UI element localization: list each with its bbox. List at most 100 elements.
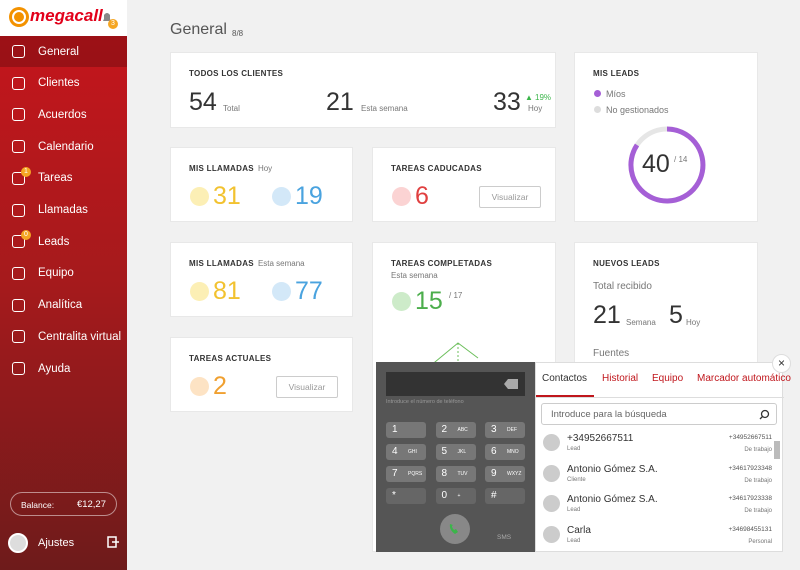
menu-item[interactable]: Calendario <box>0 131 127 162</box>
menu-item[interactable]: Analítica <box>0 290 127 321</box>
menu-icon <box>12 235 25 249</box>
dial-key[interactable]: # <box>485 488 525 504</box>
contact-phone-kind: De trabajo <box>744 447 772 453</box>
dial-key[interactable]: 6 MNO <box>485 444 525 460</box>
menu-label: General <box>38 45 79 58</box>
dial-key[interactable]: 7 PQRS <box>386 466 426 482</box>
close-button[interactable]: × <box>772 354 791 373</box>
dial-key[interactable]: * <box>386 488 426 504</box>
call-icon <box>449 524 458 534</box>
dial-key[interactable]: 3 DEF <box>485 422 525 438</box>
dial-key[interactable]: 9 WXYZ <box>485 466 525 482</box>
contact-row[interactable]: Antonio Gómez S.A. Lead +34617923338 De tra… <box>536 491 776 521</box>
total-label: Total <box>223 104 240 113</box>
card-period: Esta semana <box>391 271 438 280</box>
search-placeholder: Introduce para la búsqueda <box>551 409 667 420</box>
dial-key[interactable]: 0 + <box>435 488 476 504</box>
tab[interactable]: Historial <box>602 373 639 384</box>
menu-item[interactable]: Tareas 1 <box>0 163 127 194</box>
menu-item[interactable]: Leads 0 <box>0 226 127 257</box>
contact-phone-kind: De trabajo <box>744 477 772 484</box>
user-avatar[interactable] <box>8 533 28 553</box>
logout-icon[interactable] <box>107 536 119 548</box>
menu-label: Leads <box>38 235 70 248</box>
current-value: 2 <box>213 372 227 400</box>
tab[interactable]: Contactos <box>542 373 588 384</box>
backspace-icon[interactable] <box>504 379 518 389</box>
key-letters: DEF <box>507 427 517 433</box>
card-title-text: MIS LLAMADAS <box>189 164 254 173</box>
outgoing-icon <box>190 187 209 206</box>
tab[interactable]: Marcador automático <box>697 373 791 384</box>
menu-item[interactable]: Clientes <box>0 68 127 99</box>
dial-key[interactable]: 4 GHI <box>386 444 426 460</box>
menu-label: Clientes <box>38 77 80 90</box>
menu-item[interactable]: Ayuda <box>0 353 127 384</box>
key-letters: + <box>457 493 461 499</box>
incoming-value: 19 <box>295 182 323 210</box>
menu-badge: 0 <box>21 230 31 241</box>
key-digit: 5 <box>441 446 448 457</box>
key-digit: 6 <box>491 446 497 457</box>
dial-key[interactable]: 1 <box>386 422 426 438</box>
current-icon <box>190 377 209 396</box>
contact-phone-kind: De trabajo <box>744 508 772 514</box>
legend-label: Míos <box>606 89 626 99</box>
menu-icon <box>12 203 25 217</box>
card-title: MIS LLAMADAS Esta semana <box>189 259 305 268</box>
card-expired-tasks: TAREAS CADUCADAS 6 Visualizar <box>372 147 556 222</box>
contact-phone-kind: Personal <box>748 538 772 545</box>
menu-item[interactable]: Centralita virtual <box>0 321 127 352</box>
contact-type: Lead <box>567 537 581 544</box>
contact-name: +34952667511 <box>567 433 634 444</box>
week-value: 21 <box>326 88 354 116</box>
menu-item[interactable]: Llamadas <box>0 195 127 226</box>
menu-item[interactable]: Equipo <box>0 258 127 289</box>
key-letters: ABC <box>457 427 468 433</box>
sms-label[interactable]: SMS <box>497 534 512 541</box>
contact-type: Lead <box>567 446 581 452</box>
menu-label: Acuerdos <box>38 108 87 121</box>
change-arrow: ▲ <box>525 93 533 102</box>
key-digit: 3 <box>491 424 497 435</box>
view-button[interactable]: Visualizar <box>479 186 541 208</box>
menu-icon <box>12 45 25 58</box>
call-button[interactable] <box>440 514 470 544</box>
contact-avatar <box>543 495 560 512</box>
received-label: Total recibido <box>593 281 652 292</box>
balance-value: €12,27 <box>76 499 106 510</box>
menu-label: Ayuda <box>38 362 71 375</box>
card-title-text: MIS LLAMADAS <box>189 259 254 268</box>
tab[interactable]: Equipo <box>652 373 684 384</box>
menu-icon <box>12 298 25 312</box>
contact-row[interactable]: Antonio Gómez S.A. Cliente +34617923348 De … <box>536 461 776 491</box>
dial-key[interactable]: 5 JKL <box>435 444 476 460</box>
view-button[interactable]: Visualizar <box>276 376 338 398</box>
dial-key[interactable]: 8 TUV <box>435 466 476 482</box>
card-title: NUEVOS LEADS <box>593 259 660 268</box>
search-icon <box>759 409 770 420</box>
settings-link[interactable]: Ajustes <box>38 537 75 549</box>
dial-key[interactable]: 2 ABC <box>435 422 476 438</box>
week-label: Semana <box>626 318 656 327</box>
menu-icon <box>12 330 25 344</box>
card-new-leads: NUEVOS LEADS Total recibido 21 Semana 5 … <box>574 242 758 372</box>
completed-value: 15 <box>415 287 443 315</box>
menu-item[interactable]: Acuerdos <box>0 99 127 130</box>
search-box[interactable]: Introduce para la búsqueda <box>541 403 777 425</box>
key-digit: 2 <box>441 424 448 435</box>
phone-input[interactable] <box>386 372 525 396</box>
contact-row[interactable]: Carla Lead +34698455131 Personal <box>536 522 776 552</box>
contact-row[interactable]: +34952667511 Lead +34952667511 De trabajo <box>536 430 776 460</box>
change-value: 19% <box>535 93 552 102</box>
balance-box: Balance: €12,27 <box>10 492 117 516</box>
contact-name: Carla <box>567 524 591 536</box>
contacts-panel: Introduce para la búsqueda +34952667511 L… <box>535 362 791 552</box>
leads-donut <box>628 126 706 204</box>
total-value: 54 <box>189 88 217 116</box>
card-period: Hoy <box>257 164 273 173</box>
menu-item[interactable]: General <box>0 36 127 67</box>
today-label: Hoy <box>528 104 543 113</box>
sources-label: Fuentes <box>593 348 630 359</box>
card-my-leads: MIS LEADS Míos No gestionados 40 / 14 <box>574 52 758 222</box>
